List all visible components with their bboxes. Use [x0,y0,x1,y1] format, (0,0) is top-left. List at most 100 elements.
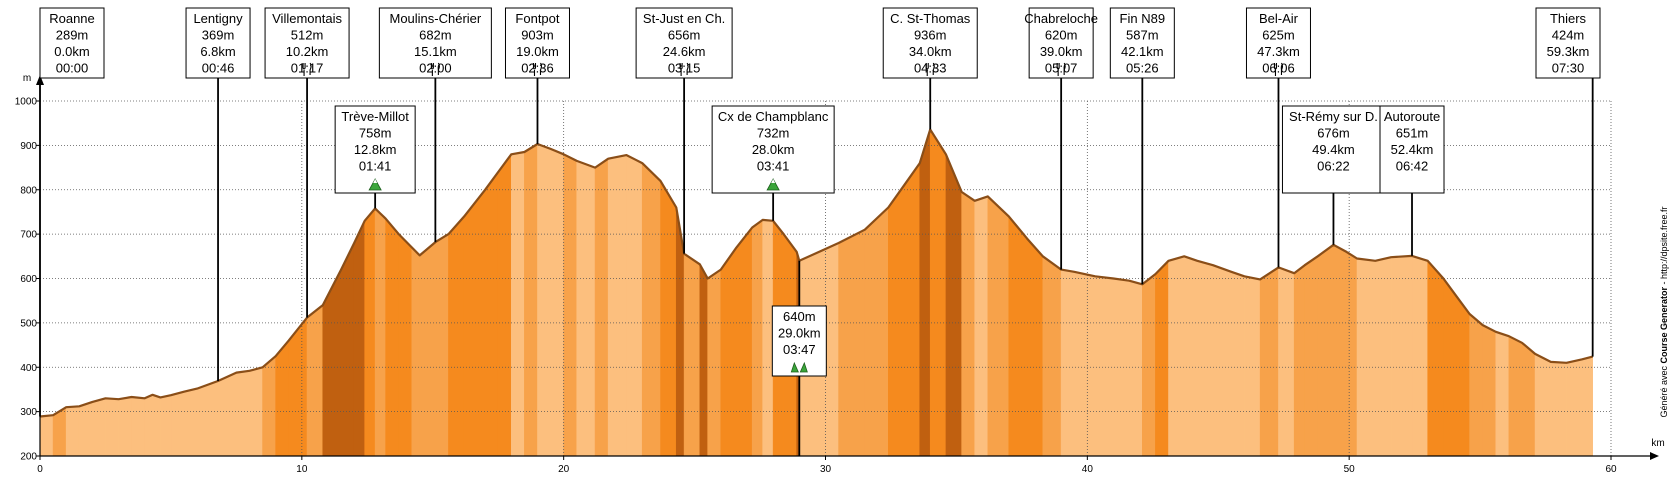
waypoint-alt: 656m [668,28,701,43]
slope-band [1259,266,1279,457]
slope-band [435,233,449,457]
cutlery-icon [1273,62,1284,76]
waypoint-dist: 0.0km [54,44,89,59]
waypoint-alt: 512m [291,28,324,43]
slope-band [607,154,627,457]
slope-band [1534,353,1552,457]
slope-band [353,220,365,457]
waypoint-alt: 640m [783,309,816,324]
slope-band [275,339,290,457]
x-tick-label: 20 [558,464,570,475]
slope-band [1168,255,1185,457]
slope-band [118,396,132,457]
slope-band [1550,361,1567,457]
slope-band [888,184,905,457]
waypoint-alt: 369m [202,28,235,43]
waypoint-name: Fin N89 [1120,11,1166,26]
waypoint-dist: 49.4km [1312,142,1355,157]
slope-band [92,397,106,457]
y-tick-label: 200 [20,452,37,463]
waypoint-box [1245,7,1311,79]
waypoint-time: 03:15 [668,61,701,76]
waypoint-name: Villemontais [272,11,342,26]
waypoint-dist: 6.8km [200,44,235,59]
slope-band [838,229,866,457]
slope-band [563,153,578,457]
slope-band [78,401,93,457]
waypoint-name: Roanne [49,11,95,26]
slope-band [1042,255,1062,457]
slope-band [987,195,1010,457]
slope-band [1026,237,1044,457]
y-tick-label: 300 [20,407,37,418]
cutlery-icon [679,62,689,76]
slope-band [762,219,774,457]
waypoint-box [1281,105,1385,194]
waypoint-box [504,7,570,79]
slope-band [448,215,465,457]
slope-band [961,191,976,457]
waypoint-dist: 15.1km [414,44,457,59]
waypoint-alt: 903m [521,28,554,43]
slope-band [1197,260,1214,457]
slope-band [974,195,989,457]
slope-band [1443,277,1457,457]
slope-band [105,397,119,457]
waypoint-dist: 34.0km [909,44,952,59]
slope-band [236,370,250,457]
waypoint-box [1535,7,1601,79]
waypoint-name: Trève-Millot [341,109,409,124]
waypoint-box [264,7,350,79]
x-axis-label: km [1651,438,1664,449]
slope-band [1469,313,1484,457]
slope-band [262,355,276,457]
y-tick-label: 500 [20,318,37,329]
waypoint-dist: 29.0km [778,326,821,341]
waypoint-name: St-Rémy sur D. [1289,109,1378,124]
slope-band [1155,260,1169,457]
waypoint-time: 06:22 [1317,159,1350,174]
slope-band [1333,244,1347,457]
slope-band [1183,255,1198,457]
waypoint-name: Bel-Air [1259,11,1299,26]
slope-band [419,241,436,457]
slope-band [484,171,499,457]
x-tick-label: 0 [37,464,43,475]
waypoint-dist: 28.0km [752,142,795,157]
waypoint-dist: 42.1km [1121,44,1164,59]
slope-band [1411,255,1429,457]
cutlery-icon [925,62,935,76]
waypoint-time: 05:26 [1126,61,1159,76]
waypoint-alt: 732m [757,126,790,141]
cutlery-icon [302,62,312,76]
axis-ticks: 200 300 400 500 600 700 800 900 1000 0 10 20 30 40 50 6… [15,97,1617,476]
slope-band [1244,275,1261,457]
slope-band [1317,244,1334,457]
slope-band [864,206,889,457]
slope-band [1456,295,1470,457]
slope-band [903,162,921,457]
summit-snow [373,179,378,183]
slope-band [196,380,219,457]
waypoint-alt: 676m [1317,126,1350,141]
slope-band [144,394,153,457]
waypoint-alt: 682m [419,28,452,43]
slope-band [707,269,722,457]
slope-band [641,162,661,457]
x-tick-label: 40 [1082,464,1094,475]
summit-snow [771,179,776,183]
slope-band [720,246,737,457]
y-tick-label: 1000 [15,97,38,108]
waypoint-name: Cx de Champblanc [718,109,829,124]
cutlery-icon [430,62,440,76]
waypoint-name: St-Just en Ch. [643,11,725,26]
slope-band [306,304,324,457]
waypoint-time: 02:36 [521,61,554,76]
slope-band [1278,266,1295,457]
